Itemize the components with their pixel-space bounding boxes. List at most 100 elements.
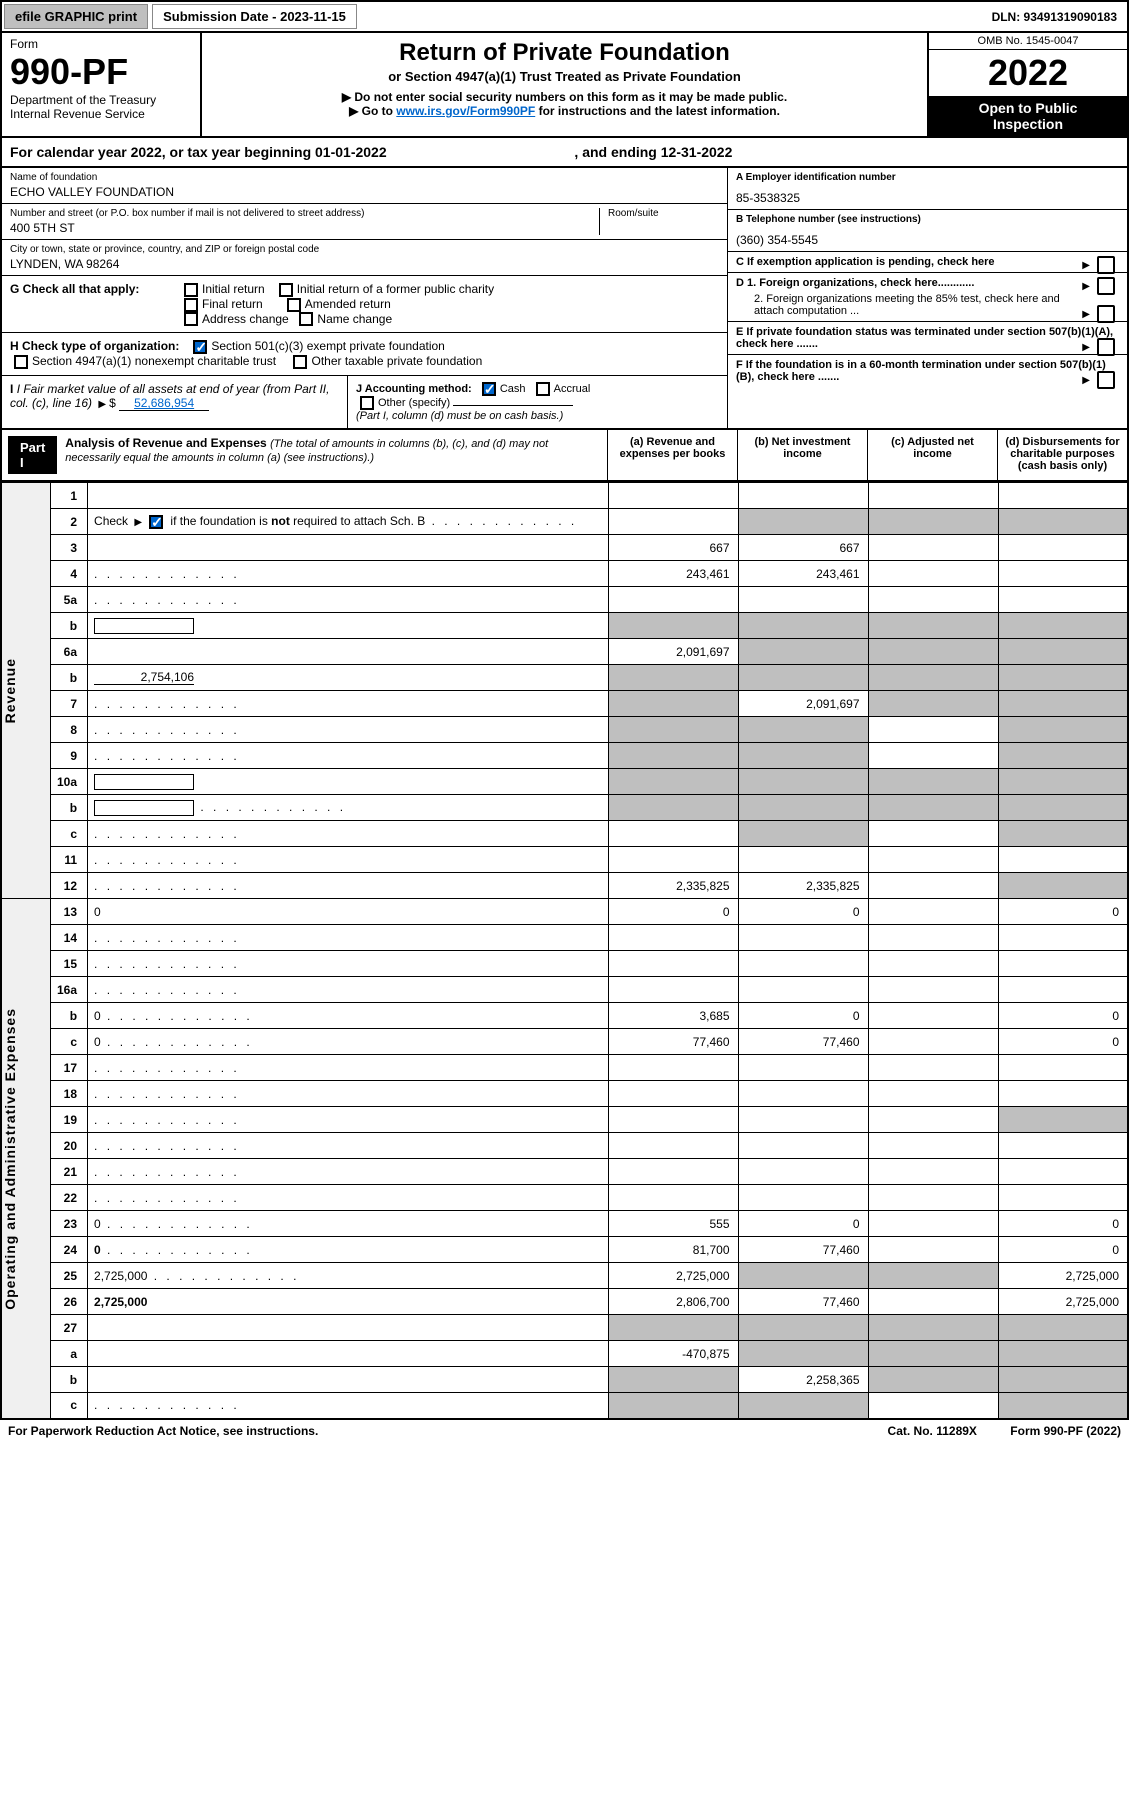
exemption-pending-checkbox[interactable] <box>1097 256 1115 274</box>
line-number: 11 <box>51 847 88 873</box>
foreign-85-checkbox[interactable] <box>1097 305 1115 323</box>
foreign-org-checkbox[interactable] <box>1097 277 1115 295</box>
col-c-value <box>868 1081 998 1107</box>
line-description <box>88 587 608 613</box>
line-number: 24 <box>51 1237 88 1263</box>
irs-link[interactable]: www.irs.gov/Form990PF <box>396 104 535 118</box>
line-number: 13 <box>51 899 88 925</box>
4947-checkbox[interactable] <box>14 355 28 369</box>
col-a-value: 3,685 <box>608 1003 738 1029</box>
501c3-checkbox[interactable] <box>193 340 207 354</box>
col-b-value <box>738 717 868 743</box>
street-address: 400 5TH ST <box>10 221 599 235</box>
col-d-header: (d) Disbursements for charitable purpose… <box>997 430 1127 480</box>
other-taxable-checkbox[interactable] <box>293 355 307 369</box>
terminated-checkbox[interactable] <box>1097 338 1115 356</box>
address-change-checkbox[interactable] <box>184 312 198 326</box>
line-description <box>88 613 608 639</box>
col-a-value <box>608 509 738 535</box>
line-description <box>88 535 608 561</box>
col-b-value <box>738 977 868 1003</box>
line-description <box>88 977 608 1003</box>
col-a-value <box>608 1393 738 1419</box>
col-c-value <box>868 691 998 717</box>
col-d-value: 2,725,000 <box>998 1263 1128 1289</box>
col-a-value <box>608 1185 738 1211</box>
table-row: b2,258,365 <box>1 1367 1128 1393</box>
col-a-value <box>608 1081 738 1107</box>
line-description: 0 <box>88 1211 608 1237</box>
header-left: Form 990-PF Department of the Treasury I… <box>2 33 202 136</box>
line-description <box>88 1055 608 1081</box>
topbar: efile GRAPHIC print Submission Date - 20… <box>0 0 1129 33</box>
line-description: 0 <box>88 1237 608 1263</box>
efile-button[interactable]: efile GRAPHIC print <box>4 4 148 29</box>
col-b-value <box>738 795 868 821</box>
col-a-value <box>608 977 738 1003</box>
h-row: H Check type of organization: Section 50… <box>2 333 727 376</box>
ein-cell: A Employer identification number 85-3538… <box>728 168 1127 210</box>
initial-public-checkbox[interactable] <box>279 283 293 297</box>
fmv-link[interactable]: 52,686,954 <box>119 396 209 411</box>
i-cell: I I Fair market value of all assets at e… <box>2 376 347 428</box>
col-b-value <box>738 509 868 535</box>
table-row: 20 <box>1 1133 1128 1159</box>
col-d-value <box>998 717 1128 743</box>
col-c-value <box>868 1237 998 1263</box>
inspection-badge: Open to PublicInspection <box>929 96 1127 136</box>
form-word: Form <box>10 37 192 51</box>
foundation-name: ECHO VALLEY FOUNDATION <box>10 185 719 199</box>
col-b-value <box>738 1055 868 1081</box>
accrual-checkbox[interactable] <box>536 382 550 396</box>
table-row: 122,335,8252,335,825 <box>1 873 1128 899</box>
col-d-value <box>998 977 1128 1003</box>
col-b-value: 77,460 <box>738 1237 868 1263</box>
name-change-checkbox[interactable] <box>299 312 313 326</box>
paperwork-notice: For Paperwork Reduction Act Notice, see … <box>8 1424 318 1438</box>
line-description <box>88 769 608 795</box>
initial-return-checkbox[interactable] <box>184 283 198 297</box>
line-number: 27 <box>51 1315 88 1341</box>
submission-date-button[interactable]: Submission Date - 2023-11-15 <box>152 4 357 29</box>
line-number: 25 <box>51 1263 88 1289</box>
table-row: b03,68500 <box>1 1003 1128 1029</box>
col-a-value <box>608 847 738 873</box>
col-d-value <box>998 1159 1128 1185</box>
schb-checkbox[interactable] <box>149 515 163 529</box>
other-method-checkbox[interactable] <box>360 396 374 410</box>
line-number: 22 <box>51 1185 88 1211</box>
col-a-value <box>608 717 738 743</box>
j-cell: J Accounting method: Cash Accrual Other … <box>347 376 727 428</box>
col-a-value: 81,700 <box>608 1237 738 1263</box>
col-a-value <box>608 1159 738 1185</box>
amended-return-checkbox[interactable] <box>287 298 301 312</box>
table-row: 2Check if the foundation is not required… <box>1 509 1128 535</box>
col-b-value <box>738 743 868 769</box>
line-description: 0 <box>88 1029 608 1055</box>
col-d-value <box>998 483 1128 509</box>
line-description <box>88 847 608 873</box>
line-number: 19 <box>51 1107 88 1133</box>
60month-checkbox[interactable] <box>1097 371 1115 389</box>
col-a-value <box>608 1367 738 1393</box>
col-c-value <box>868 1185 998 1211</box>
col-a-value: 667 <box>608 535 738 561</box>
col-b-value: 0 <box>738 899 868 925</box>
line-number: 8 <box>51 717 88 743</box>
line-number: b <box>51 1003 88 1029</box>
line-number: 2 <box>51 509 88 535</box>
room-label: Room/suite <box>608 208 719 219</box>
line-number: 10a <box>51 769 88 795</box>
line-number: 23 <box>51 1211 88 1237</box>
final-return-checkbox[interactable] <box>184 298 198 312</box>
line-number: 4 <box>51 561 88 587</box>
col-c-value <box>868 1289 998 1315</box>
col-b-value <box>738 847 868 873</box>
table-row: b <box>1 795 1128 821</box>
table-row: 6a2,091,697 <box>1 639 1128 665</box>
col-c-value <box>868 535 998 561</box>
col-a-value: -470,875 <box>608 1341 738 1367</box>
cash-checkbox[interactable] <box>482 382 496 396</box>
col-b-header: (b) Net investment income <box>737 430 867 480</box>
col-a-value <box>608 925 738 951</box>
